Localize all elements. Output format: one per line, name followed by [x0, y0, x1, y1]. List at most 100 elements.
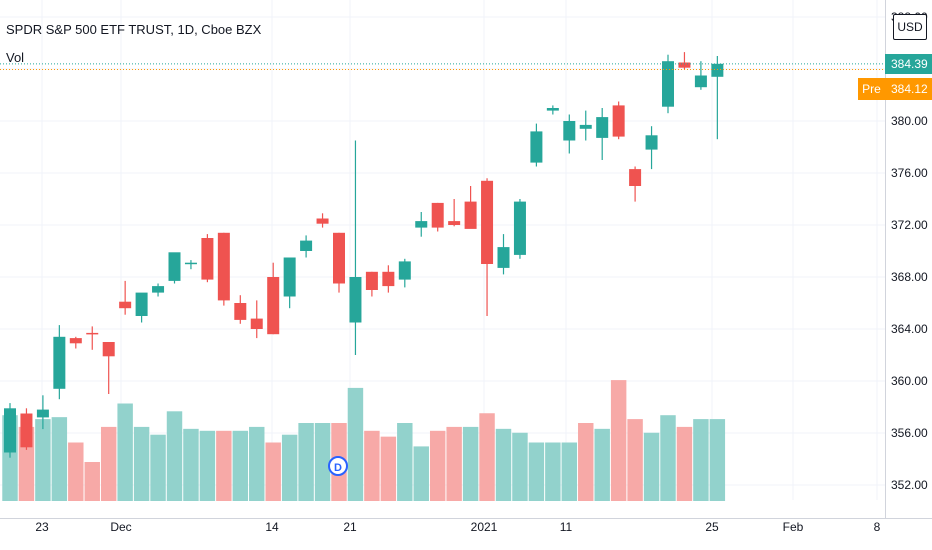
volume-bar: [561, 442, 578, 501]
time-tick-label: 2021: [471, 520, 498, 534]
time-tick-label: Dec: [110, 520, 131, 534]
currency-button[interactable]: USD: [893, 14, 927, 40]
volume-bar: [610, 380, 627, 501]
candle-body: [316, 218, 329, 224]
candle-body: [563, 121, 576, 141]
candle-body: [168, 252, 181, 281]
volume-bar: [100, 426, 117, 501]
symbol-legend[interactable]: SPDR S&P 500 ETF TRUST, 1D, Cboe BZX: [6, 22, 262, 37]
volume-bar: [183, 428, 199, 501]
price-tick-label: 376.00: [891, 166, 928, 180]
last-price-label: 384.39: [885, 53, 932, 74]
price-tick-label: 368.00: [891, 270, 928, 284]
candle-body: [481, 180, 494, 264]
candle-body: [152, 286, 165, 293]
candle-body: [694, 75, 707, 88]
candle-body: [234, 303, 247, 320]
candle-body: [596, 117, 609, 138]
candle-body: [415, 221, 428, 228]
volume-bar: [249, 426, 265, 501]
volume-bar: [265, 442, 281, 501]
candle-body: [365, 271, 378, 290]
candle-body: [36, 409, 49, 418]
candle-body: [4, 408, 16, 453]
candle-body: [711, 63, 724, 77]
time-tick-label: 11: [560, 520, 573, 534]
candle-body: [184, 262, 197, 265]
volume-bar: [676, 426, 693, 501]
candle-body: [662, 61, 674, 107]
volume-bar: [627, 419, 643, 501]
candle-body: [448, 221, 461, 225]
candle-body: [546, 108, 559, 111]
candle-body: [20, 413, 33, 448]
price-tick-label: 364.00: [891, 322, 928, 336]
price-tick-label: 372.00: [891, 218, 928, 232]
volume-bar: [528, 442, 545, 501]
volume-bar: [397, 423, 413, 501]
time-tick-label: 25: [705, 520, 719, 534]
volume-bar: [199, 430, 216, 501]
pre-market-price-label: 384.12: [885, 78, 932, 100]
volume-bar: [314, 423, 331, 501]
volume-bar: [660, 415, 676, 501]
volume-bar: [232, 430, 249, 501]
candle-body: [102, 342, 115, 357]
price-lines: [0, 63, 885, 70]
volume-bar: [51, 417, 68, 501]
volume-bar: [84, 462, 100, 501]
candle-body: [464, 201, 477, 229]
volume-bar: [166, 411, 183, 501]
price-tick-label: 360.00: [891, 374, 928, 388]
volume-bar: [429, 430, 446, 501]
candle-body: [349, 277, 362, 323]
volume-bar: [117, 403, 133, 501]
volume-bar: [479, 413, 495, 501]
pre-market-badge: Pre: [858, 78, 885, 100]
candle-body: [398, 261, 411, 280]
candle-body: [201, 238, 214, 280]
time-tick-label: 23: [35, 520, 49, 534]
candle-body: [217, 232, 230, 301]
volume-bar: [298, 423, 314, 501]
volume-bar: [216, 430, 232, 501]
price-tick-label: 380.00: [891, 114, 928, 128]
candle-body: [431, 202, 444, 228]
volume-bar: [709, 419, 726, 501]
volume-bar: [68, 442, 84, 501]
candle-body: [382, 271, 395, 287]
time-axis-background: [0, 518, 932, 550]
candle-body: [53, 336, 66, 389]
volume-bar: [281, 434, 298, 501]
price-tick-label: 352.00: [891, 478, 928, 492]
volume-bar: [462, 426, 479, 501]
candle-body: [497, 247, 510, 268]
candle-body: [645, 135, 658, 150]
volume-bar: [347, 387, 364, 501]
volume-bar: [380, 436, 397, 501]
candle-body: [579, 124, 592, 129]
time-axis[interactable]: 23 Dec 14 21 2021 11 25 Feb 8: [0, 518, 932, 550]
volume-legend[interactable]: Vol: [6, 50, 25, 65]
volume-bar: [693, 419, 709, 501]
volume-bar: [578, 423, 594, 501]
volume-bar: [512, 432, 528, 501]
candle-body: [333, 232, 345, 284]
volume-bars: [2, 380, 726, 501]
candle-body: [86, 332, 99, 335]
volume-bar: [150, 434, 166, 501]
volume-bar: [133, 426, 150, 501]
candlesticks: [4, 52, 724, 458]
candle-body: [530, 131, 543, 163]
candle-body: [119, 301, 132, 309]
candle-body: [267, 277, 280, 335]
volume-bar: [545, 442, 561, 501]
candle-body: [283, 257, 296, 297]
candle-body: [135, 292, 148, 316]
time-tick-label: 14: [265, 520, 279, 534]
time-tick-label: Feb: [783, 520, 804, 534]
candle-body: [678, 62, 691, 68]
dividend-marker[interactable]: D: [328, 456, 348, 476]
candle-body: [513, 201, 526, 255]
